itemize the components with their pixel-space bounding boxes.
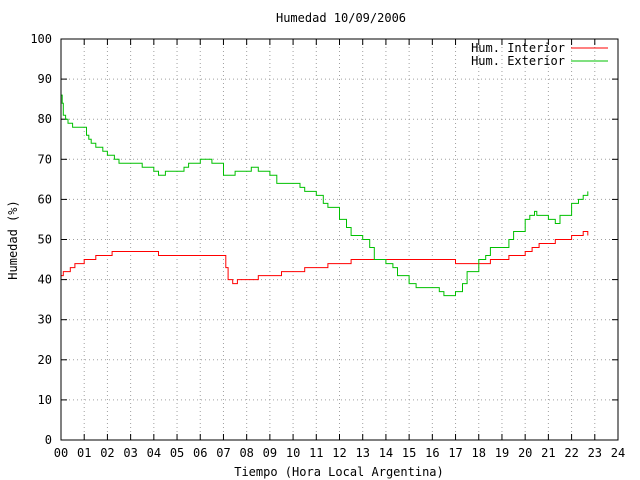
x-tick-label: 17 bbox=[448, 446, 462, 460]
y-tick-label: 0 bbox=[45, 433, 52, 447]
y-tick-label: 100 bbox=[30, 32, 52, 46]
x-tick-label: 09 bbox=[263, 446, 277, 460]
legend-label-interior: Hum. Interior bbox=[471, 41, 565, 55]
x-tick-label: 13 bbox=[355, 446, 369, 460]
y-tick-label: 70 bbox=[38, 152, 52, 166]
y-axis-ticks: 0 10 20 30 40 50 60 70 80 90 100 bbox=[30, 32, 618, 447]
y-tick-label: 10 bbox=[38, 393, 52, 407]
x-tick-label: 19 bbox=[495, 446, 509, 460]
x-tick-label: 07 bbox=[216, 446, 230, 460]
y-tick-label: 80 bbox=[38, 112, 52, 126]
x-tick-label: 03 bbox=[123, 446, 137, 460]
x-tick-label: 06 bbox=[193, 446, 207, 460]
x-axis-ticks: 00 01 02 03 04 05 06 07 08 09 10 11 12 13 14 15 16 17 18 19… bbox=[54, 39, 625, 460]
x-tick-label: 01 bbox=[77, 446, 91, 460]
y-tick-label: 60 bbox=[38, 192, 52, 206]
series-lines bbox=[61, 94, 589, 297]
x-tick-label: 08 bbox=[239, 446, 253, 460]
x-tick-label: 05 bbox=[170, 446, 184, 460]
x-tick-label: 10 bbox=[286, 446, 300, 460]
x-tick-label: 11 bbox=[309, 446, 323, 460]
legend: Hum. Interior Hum. Exterior bbox=[471, 41, 608, 68]
x-tick-label: 15 bbox=[402, 446, 416, 460]
plot-area-border bbox=[60, 38, 619, 441]
y-tick-label: 20 bbox=[38, 353, 52, 367]
y-tick-label: 30 bbox=[38, 313, 52, 327]
y-axis-label: Humedad (%) bbox=[6, 200, 20, 279]
x-tick-label: 16 bbox=[425, 446, 439, 460]
x-tick-label: 21 bbox=[541, 446, 555, 460]
x-tick-label: 18 bbox=[472, 446, 486, 460]
x-tick-label: 24 bbox=[611, 446, 625, 460]
series-line-exterior bbox=[61, 94, 589, 297]
x-tick-label: 14 bbox=[379, 446, 393, 460]
y-tick-label: 50 bbox=[38, 233, 52, 247]
x-tick-label: 22 bbox=[564, 446, 578, 460]
x-tick-label: 04 bbox=[147, 446, 161, 460]
grid bbox=[61, 39, 618, 440]
x-tick-label: 20 bbox=[518, 446, 532, 460]
y-tick-label: 40 bbox=[38, 273, 52, 287]
x-tick-label: 00 bbox=[54, 446, 68, 460]
x-axis-label: Tiempo (Hora Local Argentina) bbox=[234, 465, 444, 479]
y-tick-label: 90 bbox=[38, 72, 52, 86]
chart-title: Humedad 10/09/2006 bbox=[276, 11, 406, 25]
x-tick-label: 23 bbox=[588, 446, 602, 460]
x-tick-label: 12 bbox=[332, 446, 346, 460]
legend-label-exterior: Hum. Exterior bbox=[471, 54, 565, 68]
x-tick-label: 02 bbox=[100, 446, 114, 460]
series-line-interior bbox=[61, 231, 589, 285]
